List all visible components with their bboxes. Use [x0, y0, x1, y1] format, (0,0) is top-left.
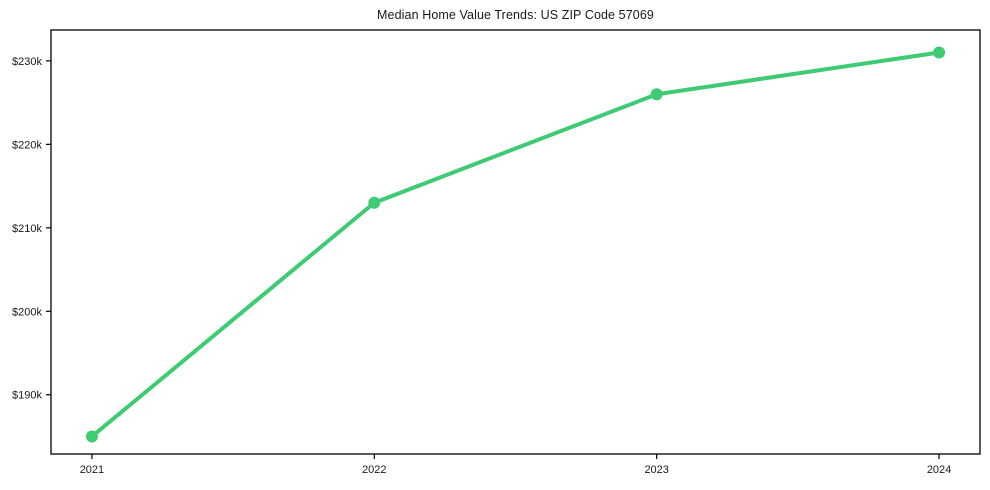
data-point-marker — [933, 46, 946, 59]
y-axis-tick-label: $190k — [12, 390, 42, 402]
x-axis-tick-label: 2024 — [927, 464, 951, 476]
plot-border — [50, 29, 981, 455]
x-axis-tick-label: 2023 — [644, 464, 668, 476]
x-axis-tick-label: 2022 — [362, 464, 386, 476]
trend-line — [89, 50, 942, 439]
y-axis-tick-label: $220k — [12, 139, 42, 151]
data-point-marker — [368, 196, 381, 209]
chart-title: Median Home Value Trends: US ZIP Code 57… — [377, 8, 654, 22]
y-axis-tick-label: $230k — [12, 56, 42, 68]
y-axis-tick-label: $210k — [12, 223, 42, 235]
data-point-marker — [85, 430, 98, 443]
y-axis-tick-label: $200k — [12, 306, 42, 318]
data-point-marker — [650, 88, 663, 101]
x-axis-tick-label: 2021 — [80, 464, 104, 476]
